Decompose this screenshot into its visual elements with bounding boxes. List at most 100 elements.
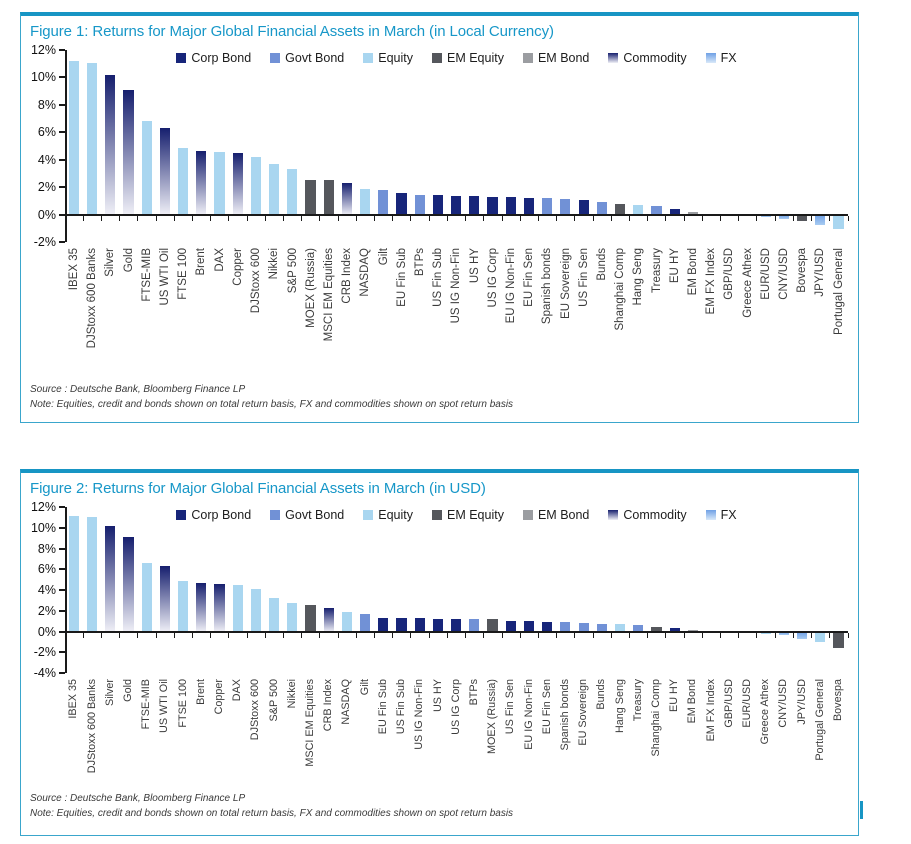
x-axis-label: EU Fin Sen	[520, 248, 538, 376]
x-axis-label: Greece Athex	[739, 248, 757, 376]
bar-corp	[505, 197, 516, 215]
y-axis-labels: 12% 10% 8% 6% 4% 2% 0% -2% -4%	[21, 500, 65, 680]
caret-mark	[860, 801, 863, 819]
x-axis-label: EM Bond	[684, 679, 702, 785]
x-axis-label: Bunds	[593, 248, 611, 376]
y-tick-mark	[59, 131, 65, 134]
x-tick-mark	[100, 632, 102, 638]
bar-slot	[793, 507, 811, 673]
bar-slot	[593, 507, 611, 673]
x-tick-mark	[210, 215, 212, 221]
x-tick-mark	[446, 632, 448, 638]
bar-slot	[101, 50, 119, 242]
x-axis-label-text: US HY	[431, 679, 444, 712]
bar-slot	[192, 50, 210, 242]
x-axis-label: Portugal General	[811, 679, 829, 785]
bar-equity	[287, 169, 298, 215]
x-axis-label-text: FTSE-MIB	[140, 248, 153, 302]
x-axis-label-text: EM Bond	[686, 248, 699, 296]
bar-slot	[502, 507, 520, 673]
bar-equity	[269, 163, 280, 215]
bar-fx	[778, 631, 789, 636]
x-tick-mark	[301, 215, 303, 221]
x-axis-label: CNY/USD	[775, 248, 793, 376]
bar-equity	[287, 602, 298, 632]
bar-corp	[396, 192, 407, 215]
x-tick-mark	[137, 215, 139, 221]
x-axis-label-text: Nikkei	[268, 248, 281, 280]
x-axis-label: GBP/USD	[720, 248, 738, 376]
x-axis-label-text: EU Fin Sen	[540, 679, 553, 735]
plot-area: Corp Bond Govt Bond Equity EM Equity EM Bond…	[59, 506, 849, 674]
bar-slot	[684, 50, 702, 242]
x-axis-label: Nikkei	[265, 248, 283, 376]
y-tick-mark	[59, 609, 65, 612]
bar-slot	[138, 507, 156, 673]
x-tick-mark	[610, 632, 612, 638]
x-axis-label-text: IBEX 35	[68, 248, 81, 291]
bar-slot	[520, 507, 538, 673]
bars-container	[65, 507, 848, 673]
x-tick-mark	[210, 632, 212, 638]
bar-slot	[192, 507, 210, 673]
bar-slot	[302, 50, 320, 242]
x-axis-label-text: EUR/USD	[740, 679, 753, 728]
x-tick-mark	[137, 632, 139, 638]
x-axis-label-text: Spanish bonds	[558, 679, 571, 751]
bar-slot	[156, 50, 174, 242]
x-axis-label-text: Silver	[103, 679, 116, 706]
x-axis-label: US HY	[429, 679, 447, 785]
y-tick-mark	[59, 49, 65, 51]
y-tick-mark	[59, 672, 65, 674]
bar-slot	[447, 507, 465, 673]
bar-slot	[138, 50, 156, 242]
figure-1-chart: 12% 10% 8% 6% 4% 2% 0% -2% Corp Bond Govt Bond Eq…	[21, 42, 858, 376]
x-tick-mark	[264, 215, 266, 221]
x-axis-label-text: Copper	[213, 679, 226, 715]
bar-slot	[211, 50, 229, 242]
bar-slot	[265, 50, 283, 242]
bar-slot	[811, 507, 829, 673]
y-tick-label: -2%	[33, 645, 56, 660]
x-axis-label-text: US IG Corp	[486, 248, 499, 308]
y-tick-label: -4%	[33, 666, 56, 680]
bar-corp	[432, 618, 444, 632]
bar-corp	[523, 198, 535, 215]
x-tick-mark	[82, 215, 84, 221]
bar-slot	[684, 507, 702, 673]
bar-slot	[830, 50, 848, 242]
y-tick-mark	[59, 568, 65, 571]
x-axis-label-text: EU Sovereign	[559, 248, 572, 319]
x-axis-label-text: Greece Athex	[759, 679, 772, 745]
x-axis-label: CRB Index	[338, 248, 356, 376]
y-tick-label: 4%	[37, 152, 56, 167]
bar-commodity	[105, 525, 116, 632]
y-tick-label: 0%	[37, 207, 56, 222]
y-tick-mark	[59, 630, 65, 633]
x-tick-mark	[556, 632, 558, 638]
x-axis-label: Silver	[101, 248, 119, 376]
x-tick-mark	[501, 632, 503, 638]
bar-slot	[83, 507, 101, 673]
x-tick-mark	[738, 632, 740, 638]
bar-slot	[374, 507, 392, 673]
x-axis-label-text: Shanghai Comp	[649, 679, 662, 757]
x-tick-mark	[410, 632, 412, 638]
bar-commodity	[214, 584, 225, 632]
bar-corp	[414, 618, 425, 632]
x-axis-label-text: US Fin Sen	[577, 248, 590, 307]
x-axis-label-text: DAX	[231, 679, 244, 702]
y-axis-labels: 12% 10% 8% 6% 4% 2% 0% -2%	[21, 43, 65, 249]
bar-equity	[633, 204, 644, 215]
x-tick-mark	[665, 215, 667, 221]
x-axis-label: Bovespa	[830, 679, 848, 785]
bar-equity	[269, 597, 280, 632]
bar-slot	[393, 50, 411, 242]
x-axis-ticks	[64, 215, 849, 221]
bar-corp	[396, 618, 407, 632]
x-axis-label: EU Sovereign	[556, 248, 574, 376]
bar-corp	[451, 618, 462, 632]
bar-slot	[447, 50, 465, 242]
x-tick-mark	[592, 632, 594, 638]
bar-slot	[811, 50, 829, 242]
